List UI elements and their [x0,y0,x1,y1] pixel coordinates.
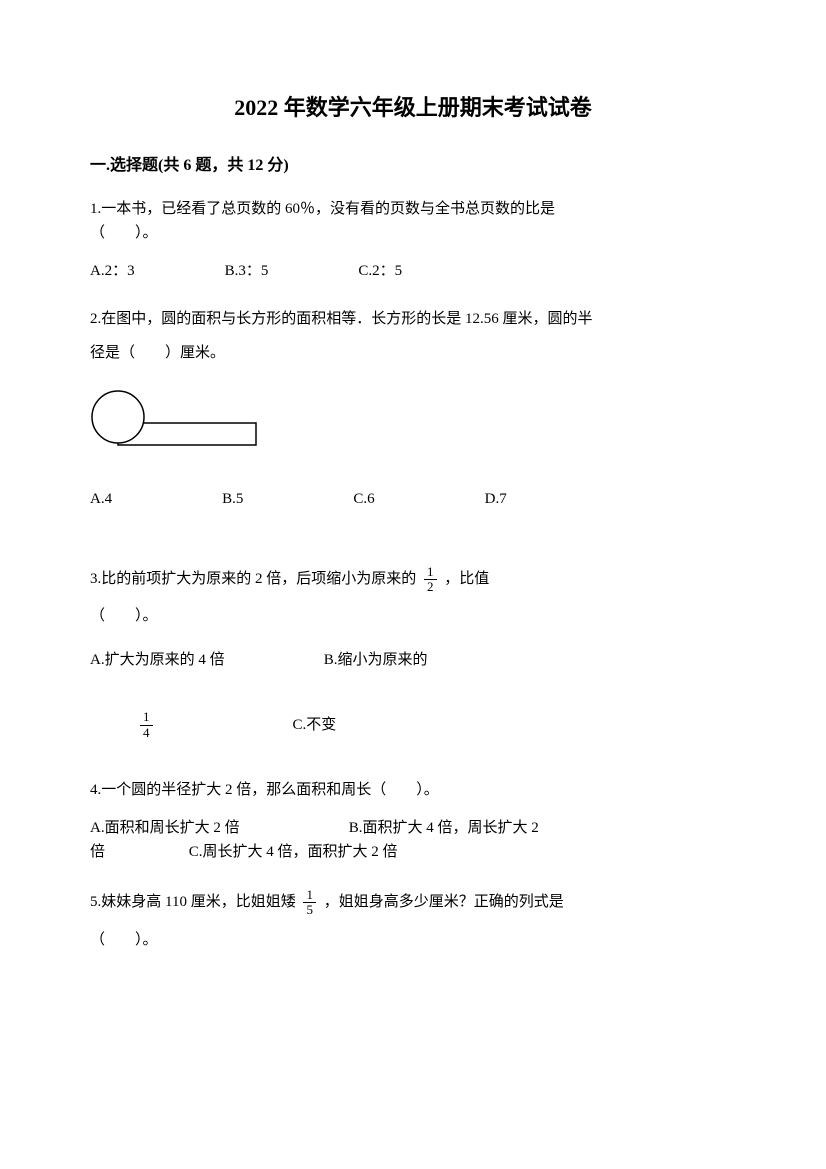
circle-rect-diagram [90,387,270,449]
frac-num: 1 [140,710,153,725]
q5-part2: ，姐姐身高多少厘米？正确的列式是 [324,894,564,910]
q2-line2: 径是（ ）厘米。 [90,341,736,365]
q2-opt-a: A.4 [90,487,112,511]
q1-opt-c: C.2：5 [358,259,402,283]
q3-fraction-quarter: 1 4 [140,710,153,740]
q3-options-row1: A.扩大为原来的 4 倍 B.缩小为原来的 [90,648,736,672]
q5-fraction: 1 5 [303,888,316,918]
q4-text: 4.一个圆的半径扩大 2 倍，那么面积和周长（ ）。 [90,778,736,802]
q2-options: A.4 B.5 C.6 D.7 [90,487,736,511]
q1-line1: 1.一本书，已经看了总页数的 60％，没有看的页数与全书总页数的比是 [90,201,555,217]
q2-text: 2.在图中，圆的面积与长方形的面积相等．长方形的长是 12.56 厘米，圆的半 … [90,307,736,365]
question-1: 1.一本书，已经看了总页数的 60％，没有看的页数与全书总页数的比是 （ ）。 … [90,197,736,283]
frac-den: 4 [140,726,153,740]
question-5: 5.妹妹身高 110 厘米，比姐姐矮 1 5 ，姐姐身高多少厘米？正确的列式是 … [90,888,736,952]
q3-opt-a: A.扩大为原来的 4 倍 [90,648,320,672]
q1-opt-b: B.3：5 [225,259,269,283]
question-4: 4.一个圆的半径扩大 2 倍，那么面积和周长（ ）。 A.面积和周长扩大 2 倍… [90,778,736,864]
q3-line2: （ ）。 [90,604,736,628]
figure-circle [92,391,144,443]
q1-opt-a: A.2：3 [90,259,135,283]
page-title: 2022 年数学六年级上册期末考试试卷 [90,90,736,125]
q3-opt-c: C.不变 [293,713,337,737]
q2-opt-d: D.7 [485,487,507,511]
q2-opt-b: B.5 [222,487,243,511]
q1-options: A.2：3 B.3：5 C.2：5 [90,259,736,283]
q4-opt-b-part2: 倍 [90,844,105,860]
q3-fraction-half: 1 2 [424,565,437,595]
q3-part2: ，比值 [444,571,489,587]
q4-opt-c: C.周长扩大 4 倍，面积扩大 2 倍 [189,844,398,860]
section-header: 一.选择题(共 6 题，共 12 分) [90,153,736,179]
question-3: 3.比的前项扩大为原来的 2 倍，后项缩小为原来的 1 2 ，比值 （ ）。 A… [90,565,736,740]
q3-opt-b: B.缩小为原来的 [324,648,428,672]
q5-line2: （ ）。 [90,928,736,952]
q5-part1: 5.妹妹身高 110 厘米，比姐姐矮 [90,894,296,910]
frac-den: 5 [303,903,316,917]
frac-num: 1 [303,888,316,903]
q1-line2: （ ）。 [90,225,158,241]
q4-opt-b-part1: B.面积扩大 4 倍，周长扩大 2 [349,820,539,836]
frac-den: 2 [424,580,437,594]
q3-part1: 3.比的前项扩大为原来的 2 倍，后项缩小为原来的 [90,571,416,587]
q3-text: 3.比的前项扩大为原来的 2 倍，后项缩小为原来的 1 2 ，比值 （ ）。 [90,565,736,629]
q2-figure [90,387,736,457]
q5-text: 5.妹妹身高 110 厘米，比姐姐矮 1 5 ，姐姐身高多少厘米？正确的列式是 … [90,888,736,952]
q4-options: A.面积和周长扩大 2 倍 B.面积扩大 4 倍，周长扩大 2 倍 C.周长扩大… [90,816,736,864]
frac-num: 1 [424,565,437,580]
q1-text: 1.一本书，已经看了总页数的 60％，没有看的页数与全书总页数的比是 （ ）。 [90,197,736,245]
q2-opt-c: C.6 [353,487,374,511]
q2-line1: 2.在图中，圆的面积与长方形的面积相等．长方形的长是 12.56 厘米，圆的半 [90,307,736,331]
q4-opt-a: A.面积和周长扩大 2 倍 [90,816,345,840]
question-2: 2.在图中，圆的面积与长方形的面积相等．长方形的长是 12.56 厘米，圆的半 … [90,307,736,511]
q3-options-row2: 1 4 C.不变 [90,710,736,740]
